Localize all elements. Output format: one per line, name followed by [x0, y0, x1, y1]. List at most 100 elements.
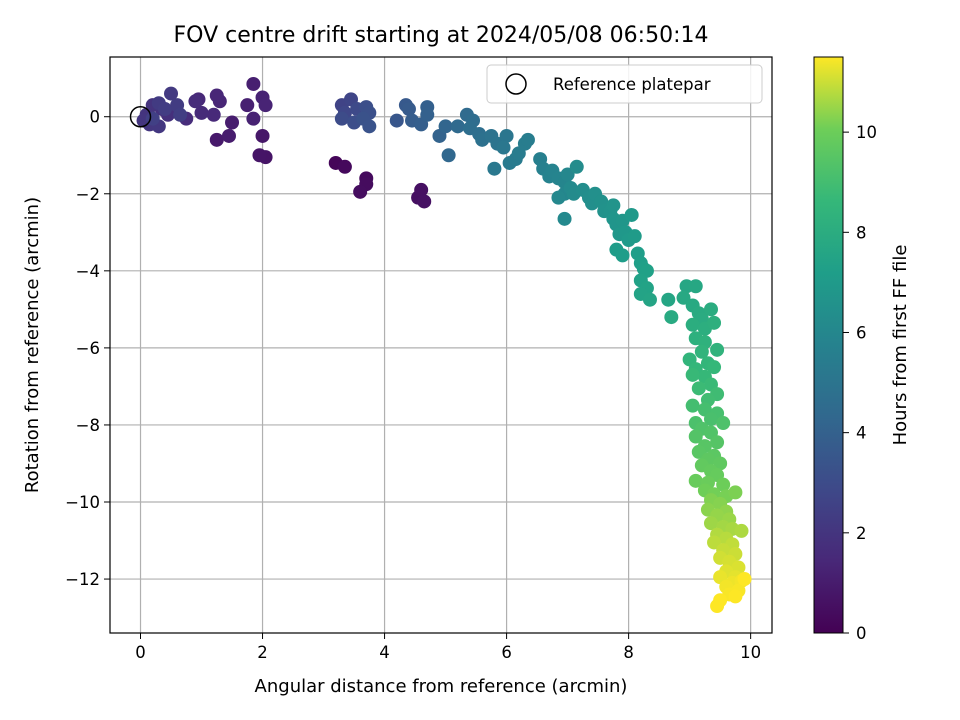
data-point [255, 128, 270, 143]
data-point [173, 107, 188, 122]
x-axis-ticks: 0 2 4 6 8 10 [135, 633, 761, 662]
colorbar-label: Hours from first FF file [890, 245, 911, 446]
data-point [221, 128, 236, 143]
colorbar-tick-label: 8 [856, 223, 867, 242]
data-point [164, 86, 179, 101]
legend-box [486, 64, 763, 104]
data-point [209, 132, 224, 147]
data-point [157, 102, 172, 117]
colorbar-tick-label: 0 [856, 624, 867, 643]
y-tick-label: −2 [76, 185, 100, 204]
data-point [703, 516, 718, 531]
data-point [496, 140, 511, 155]
data-point [414, 182, 429, 197]
data-point [707, 360, 722, 375]
data-point [606, 198, 621, 213]
data-point [569, 159, 584, 174]
data-point [734, 523, 749, 538]
data-point [624, 207, 639, 222]
data-point [694, 344, 709, 359]
data-point [258, 98, 273, 113]
data-point [353, 184, 368, 199]
colorbar-ticks: 0 2 4 6 8 10 [843, 123, 877, 643]
data-point [713, 456, 728, 471]
colorbar-gradient [813, 56, 844, 634]
data-point [441, 148, 456, 163]
data-point [688, 429, 703, 444]
data-point [240, 98, 255, 113]
y-tick-label: −8 [76, 416, 100, 435]
data-point [194, 105, 209, 120]
colorbar-tick-label: 4 [856, 424, 867, 443]
data-point [703, 412, 718, 427]
colorbar-tick-label: 10 [856, 123, 877, 142]
data-point [450, 119, 465, 134]
data-point [560, 167, 575, 182]
data-point [209, 88, 224, 103]
data-point [685, 367, 700, 382]
data-point [710, 342, 725, 357]
data-point [188, 94, 203, 109]
scatter-points [129, 76, 752, 614]
x-tick-label: 4 [379, 643, 390, 662]
data-point [707, 315, 722, 330]
legend-label: Reference platepar [553, 75, 711, 94]
data-point [716, 477, 731, 492]
data-point [337, 159, 352, 174]
data-point [246, 76, 261, 91]
x-tick-label: 2 [257, 643, 268, 662]
data-point [728, 589, 743, 604]
legend-marker [505, 73, 527, 95]
data-point [661, 292, 676, 307]
data-point [252, 148, 267, 163]
data-point [557, 211, 572, 226]
plot-frame [109, 56, 773, 634]
data-point [417, 194, 432, 209]
grid [110, 57, 772, 633]
data-point [716, 416, 731, 431]
x-tick-label: 0 [135, 643, 146, 662]
legend: Reference platepar [486, 64, 763, 104]
data-point [389, 113, 404, 128]
data-point [627, 229, 642, 244]
data-point [551, 190, 566, 205]
data-point [664, 310, 679, 325]
y-tick-label: −6 [76, 339, 100, 358]
data-point [728, 485, 743, 500]
data-point [707, 535, 722, 550]
y-tick-label: −12 [65, 570, 100, 589]
x-tick-label: 6 [501, 643, 512, 662]
data-point [438, 119, 453, 134]
y-axis-ticks: 0 −2 −4 −6 −8 −10 −12 [65, 108, 110, 589]
y-tick-label: −4 [76, 262, 100, 281]
data-point [206, 107, 221, 122]
data-point [401, 102, 416, 117]
colorbar-tick-label: 2 [856, 524, 867, 543]
data-point [487, 161, 502, 176]
colorbar: 0 2 4 6 8 10 Hours from first FF file [813, 56, 911, 643]
data-point [499, 128, 514, 143]
data-point [246, 111, 261, 126]
x-axis-label: Angular distance from reference (arcmin) [255, 676, 628, 697]
y-tick-label: 0 [90, 108, 101, 127]
reference-platepar-marker [129, 105, 152, 128]
data-point [615, 248, 630, 263]
data-point [420, 107, 435, 122]
data-point [225, 115, 240, 130]
data-point [685, 398, 700, 413]
data-point [688, 279, 703, 294]
data-point [362, 119, 377, 134]
chart-title: FOV centre drift starting at 2024/05/08 … [174, 23, 709, 48]
data-point [691, 444, 706, 459]
y-tick-label: −10 [65, 493, 100, 512]
data-point [703, 302, 718, 317]
data-point [334, 111, 349, 126]
x-tick-label: 10 [740, 643, 761, 662]
x-tick-label: 8 [623, 643, 634, 662]
data-point [688, 473, 703, 488]
colorbar-tick-label: 6 [856, 323, 867, 342]
y-axis-label: Rotation from reference (arcmin) [22, 197, 43, 493]
data-point [520, 132, 535, 147]
data-point [737, 572, 752, 587]
